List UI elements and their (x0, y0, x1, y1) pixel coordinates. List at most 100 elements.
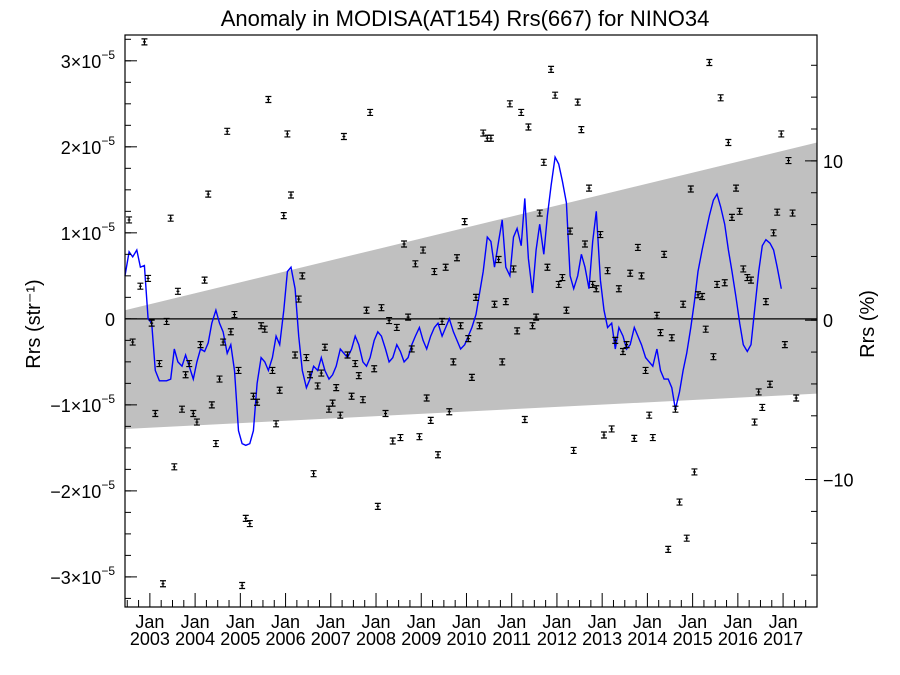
data-point (736, 207, 743, 215)
data-point (506, 100, 513, 108)
data-point (563, 306, 570, 314)
data-point (224, 127, 231, 135)
data-point (137, 282, 144, 290)
x-tick-label-month: Jan (678, 612, 707, 632)
data-point (476, 322, 483, 330)
data-point (574, 98, 581, 106)
data-point (269, 366, 276, 375)
data-point (258, 322, 265, 330)
data-point (604, 267, 611, 275)
data-point (529, 322, 536, 330)
x-tick-label-year: 2013 (582, 629, 622, 649)
data-point (363, 306, 370, 314)
data-point (653, 311, 660, 320)
data-point (220, 338, 227, 346)
data-point (699, 292, 706, 301)
data-point (423, 394, 430, 402)
data-point (778, 130, 785, 138)
data-point (453, 254, 460, 262)
data-point (461, 218, 468, 226)
data-point (325, 405, 332, 413)
data-point (333, 384, 340, 392)
right-y-tick-label: 0 (823, 311, 833, 331)
data-point (367, 108, 374, 117)
data-point (514, 327, 521, 335)
data-point (733, 184, 740, 192)
data-point (197, 341, 204, 349)
data-point (152, 409, 159, 418)
data-point (672, 405, 679, 413)
data-point (649, 433, 656, 442)
x-tick-label-month: Jan (633, 612, 662, 632)
data-point (600, 431, 607, 439)
data-point (789, 209, 796, 217)
data-point (657, 329, 664, 337)
data-point (359, 396, 366, 404)
data-point (728, 213, 735, 221)
data-point (619, 347, 626, 356)
smoothed-anomaly-line (124, 154, 782, 447)
data-point (374, 502, 381, 510)
x-tick-label-month: Jan (271, 612, 300, 632)
data-point (167, 214, 174, 222)
data-point (242, 514, 249, 523)
data-point (389, 437, 396, 445)
data-point (668, 334, 675, 342)
data-point (785, 156, 792, 165)
data-point (581, 240, 588, 248)
data-point (314, 382, 321, 390)
data-point (159, 580, 166, 588)
data-point (544, 263, 551, 271)
data-point (412, 260, 419, 268)
data-point (205, 190, 212, 198)
data-point (434, 451, 441, 459)
x-tick-label-year: 2012 (537, 629, 577, 649)
data-point (246, 519, 253, 528)
x-tick-label-year: 2007 (311, 629, 351, 649)
data-point (627, 269, 634, 277)
data-point (446, 408, 453, 416)
data-point (129, 338, 136, 346)
y-tick-label: −2×10−5 (50, 478, 115, 502)
data-point (280, 212, 287, 220)
x-tick-label-year: 2010 (446, 629, 486, 649)
data-point (216, 375, 223, 383)
data-point (273, 420, 280, 428)
y-axis-label-right: Rrs (%) (857, 290, 879, 358)
data-point (762, 298, 769, 306)
data-point (318, 369, 325, 377)
data-point (212, 439, 219, 448)
data-point (431, 267, 438, 276)
data-point (593, 285, 600, 293)
data-point (774, 208, 781, 216)
data-point (295, 295, 302, 303)
x-tick-label-year: 2016 (718, 629, 758, 649)
data-point (770, 229, 777, 237)
data-point (442, 263, 449, 271)
data-point (495, 255, 502, 264)
data-point (480, 129, 487, 137)
data-point (329, 399, 336, 407)
data-point (250, 392, 257, 400)
data-point (725, 138, 732, 147)
data-point (518, 108, 525, 117)
data-point (261, 325, 268, 333)
data-point (427, 416, 434, 424)
data-point (156, 359, 163, 368)
data-point (201, 276, 208, 284)
data-point (721, 279, 728, 287)
x-tick-label-month: Jan (497, 612, 526, 632)
data-point (171, 463, 178, 471)
x-tick-label-month: Jan (316, 612, 345, 632)
data-point (472, 293, 479, 301)
data-point (439, 317, 446, 326)
data-point (306, 371, 313, 379)
data-point (608, 425, 615, 433)
data-point (378, 304, 385, 312)
data-point (382, 409, 389, 418)
data-point (552, 91, 559, 99)
data-point (457, 322, 464, 330)
x-tick-label-month: Jan (181, 612, 210, 632)
data-point (555, 280, 562, 289)
